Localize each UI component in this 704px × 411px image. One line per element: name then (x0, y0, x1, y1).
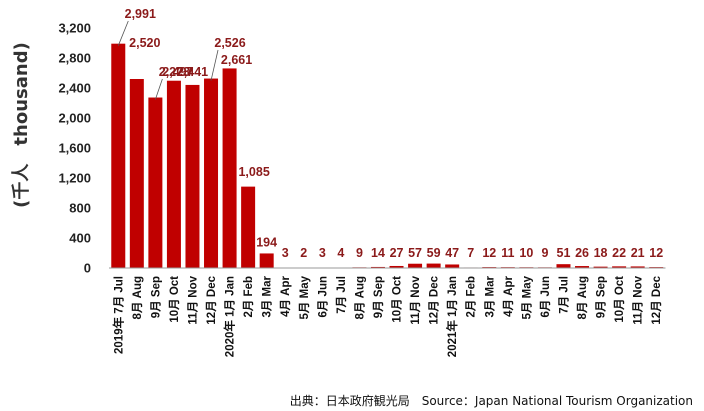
data-label: 2,991 (125, 7, 156, 21)
leader-line (154, 78, 163, 100)
data-label: 12 (482, 246, 496, 260)
x-tick-label: 4月 Apr (502, 275, 515, 316)
bar (426, 263, 441, 268)
bar (630, 266, 645, 268)
x-tick-label: 3月 Mar (483, 275, 496, 317)
source-note: 出典：日本政府観光局 Source：Japan National Tourism… (290, 393, 693, 408)
x-tick-label: 5月 May (298, 275, 311, 319)
data-label: 21 (631, 246, 645, 260)
y-tick-label: 1,200 (58, 171, 91, 186)
bar (111, 43, 126, 268)
data-label: 2 (300, 246, 307, 260)
x-tick-label: 7月 Jul (557, 276, 570, 314)
bar (241, 186, 256, 268)
x-tick-label: 2021年 1月 Jan (445, 276, 459, 357)
y-tick-label: 2,000 (58, 111, 91, 126)
x-tick-label: 4月 Apr (279, 275, 292, 316)
data-label: 57 (408, 246, 422, 260)
x-tick-label: 11月 Nov (409, 275, 422, 324)
data-label: 26 (575, 246, 589, 260)
data-label: 4 (337, 246, 344, 260)
data-label: 47 (445, 246, 459, 260)
x-tick-label: 11月 Nov (186, 275, 199, 324)
x-tick-label: 10月 Oct (613, 276, 626, 323)
leader-line (117, 20, 129, 46)
x-tick-label: 2月 Feb (465, 276, 478, 318)
bar (259, 253, 274, 268)
leader-line (210, 49, 219, 81)
x-tick-label: 9月 Sep (595, 276, 608, 318)
bar (222, 68, 237, 268)
data-label: 2,526 (214, 36, 245, 50)
y-tick-label: 1,600 (58, 141, 91, 156)
data-label: 11 (501, 246, 514, 260)
x-tick-label: 10月 Oct (168, 276, 181, 323)
bar (612, 266, 627, 268)
data-label: 2,273 (159, 65, 190, 79)
y-axis-label: (千人 thousand) (11, 42, 32, 208)
bar (408, 263, 423, 268)
data-label: 194 (256, 235, 277, 249)
bar (185, 84, 200, 268)
x-tick-label: 8月 Aug (131, 276, 144, 319)
data-label: 2,441 (177, 65, 208, 79)
data-label: 1,085 (238, 165, 269, 179)
x-tick-label: 11月 Nov (632, 275, 645, 324)
bar (593, 266, 608, 268)
y-tick-label: 400 (69, 231, 91, 246)
x-tick-label: 7月 Jul (335, 276, 348, 314)
bar (575, 266, 590, 268)
y-axis-ticks: 0 400 800 1,200 1,600 2,000 2,400 2,800 3,200 (58, 21, 91, 276)
bar (129, 79, 144, 268)
data-label: 2,661 (221, 53, 252, 67)
x-tick-label: 8月 Aug (353, 276, 366, 319)
x-tick-label: 12月 Dec (650, 275, 663, 324)
data-label: 9 (356, 246, 363, 260)
x-tick-label: 9月 Sep (149, 276, 162, 318)
x-axis-categories: 2019年 7月 Jul 8月 Aug 9月 Sep 10月 Oct 11月 Nov 12… (111, 275, 663, 357)
bar (166, 80, 181, 268)
data-label: 3 (282, 246, 289, 260)
data-label: 22 (612, 246, 626, 260)
data-label: 27 (390, 246, 404, 260)
x-tick-label: 2月 Feb (242, 276, 255, 318)
data-label: 10 (519, 246, 533, 260)
data-label: 12 (649, 246, 663, 260)
bar (148, 97, 163, 269)
bar (389, 265, 404, 268)
x-tick-label: 2020年 1月 Jan (223, 276, 237, 357)
bar (556, 264, 571, 268)
y-tick-label: 3,200 (58, 21, 91, 36)
data-label-leaders (117, 20, 219, 100)
data-label: 51 (557, 246, 571, 260)
bar (370, 266, 385, 268)
bar (204, 78, 219, 268)
data-label: 14 (371, 246, 385, 260)
bars (111, 43, 664, 269)
x-tick-label: 12月 Dec (428, 275, 441, 324)
data-label: 2,497 (162, 65, 193, 79)
y-tick-label: 0 (84, 261, 91, 276)
data-label: 2,520 (129, 36, 160, 50)
data-label: 18 (594, 246, 608, 260)
y-tick-label: 2,400 (58, 81, 91, 96)
bar (445, 264, 460, 268)
data-label: 7 (467, 246, 474, 260)
data-label: 59 (427, 246, 441, 260)
x-tick-label: 6月 Jun (316, 276, 329, 318)
y-tick-label: 800 (69, 201, 91, 216)
data-label: 9 (541, 246, 548, 260)
x-tick-label: 3月 Mar (261, 275, 274, 317)
x-tick-label: 2019年 7月 Jul (111, 276, 125, 354)
x-tick-label: 12月 Dec (205, 275, 218, 324)
x-tick-label: 10月 Oct (391, 276, 404, 323)
x-tick-label: 9月 Sep (372, 276, 385, 318)
x-tick-label: 6月 Jun (539, 276, 552, 318)
data-label: 3 (319, 246, 326, 260)
y-tick-label: 2,800 (58, 51, 91, 66)
x-tick-label: 5月 May (520, 275, 533, 319)
x-tick-label: 8月 Aug (576, 276, 589, 319)
